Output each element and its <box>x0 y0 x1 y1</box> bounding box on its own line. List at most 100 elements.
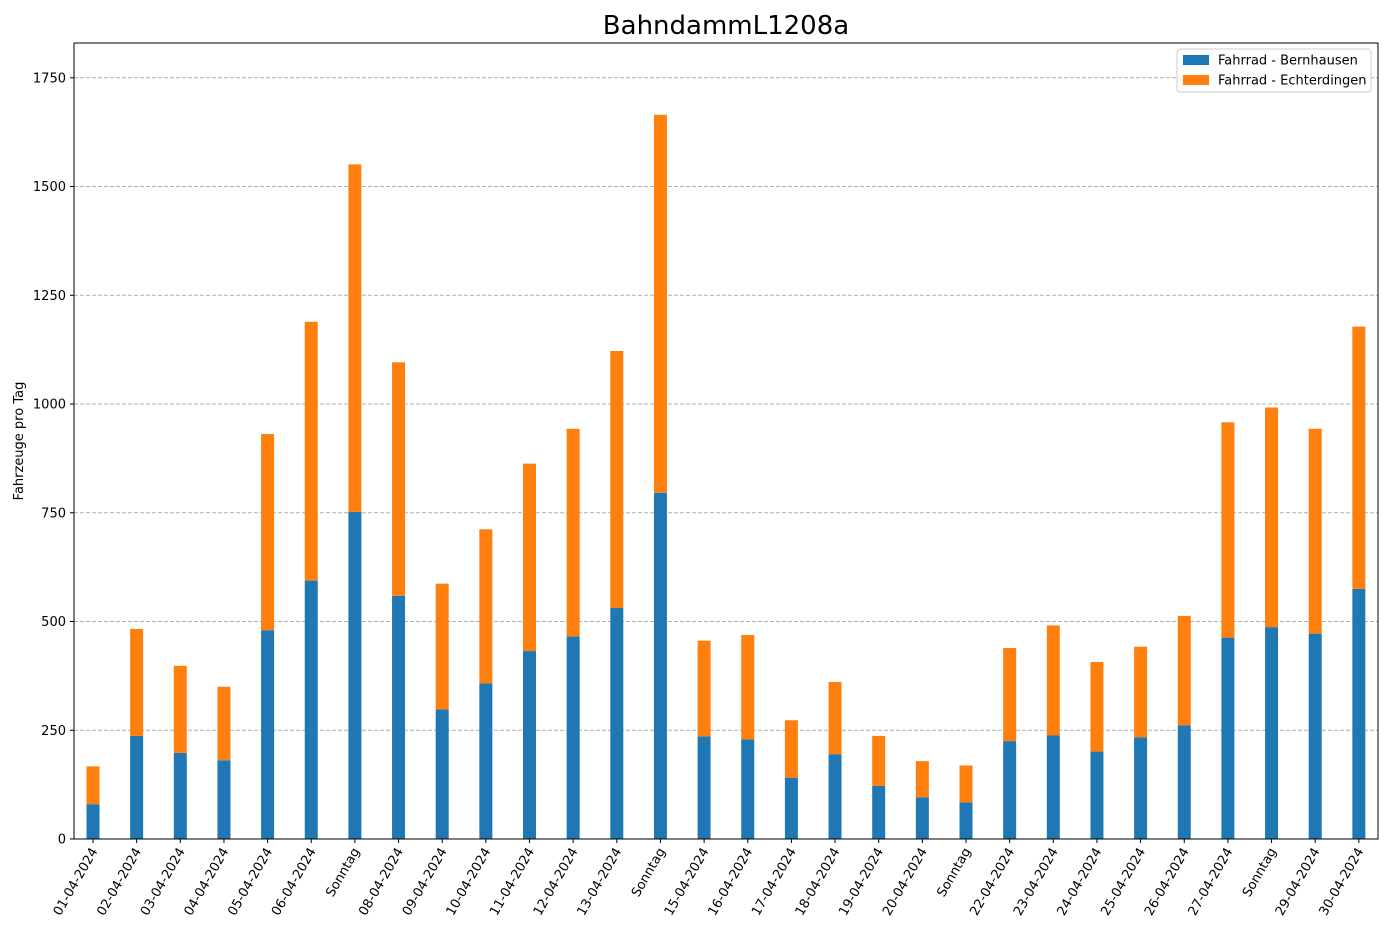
x-tick-label: 10-04-2024 <box>444 846 495 919</box>
bar-bernhausen <box>304 580 318 839</box>
y-tick-label: 250 <box>41 724 66 739</box>
x-tick-label: Sonntag <box>629 846 669 900</box>
x-tick-label: 30-04-2024 <box>1317 846 1368 919</box>
bar-echterdingen <box>610 350 624 609</box>
legend-box <box>1176 48 1372 93</box>
bar-bernhausen <box>1265 627 1279 839</box>
bar-bernhausen <box>610 608 624 839</box>
y-tick-label: 1750 <box>33 71 66 86</box>
bar-echterdingen <box>697 640 711 737</box>
bar-echterdingen <box>348 164 362 512</box>
x-tick-label: 19-04-2024 <box>836 846 887 919</box>
bar-echterdingen <box>653 114 667 493</box>
bar-echterdingen <box>1265 407 1279 628</box>
bar-bernhausen <box>435 709 449 839</box>
x-tick-label: Sonntag <box>934 846 974 900</box>
bar-echterdingen <box>523 463 536 652</box>
bar-bernhausen <box>741 739 755 839</box>
bar-echterdingen <box>828 681 842 755</box>
bar-echterdingen <box>1177 615 1191 726</box>
bar-bernhausen <box>86 804 100 839</box>
x-tick-label: 20-04-2024 <box>880 846 931 919</box>
bar-bernhausen <box>1308 633 1322 839</box>
x-tick-label: 09-04-2024 <box>400 846 451 919</box>
bar-echterdingen <box>1090 661 1104 752</box>
bar-bernhausen <box>1352 588 1366 839</box>
bar-bernhausen <box>1046 735 1060 839</box>
bar-echterdingen <box>1352 326 1366 589</box>
x-tick-label: 18-04-2024 <box>793 846 844 919</box>
bar-echterdingen <box>959 765 973 803</box>
x-tick-label: 02-04-2024 <box>94 846 145 919</box>
x-tick-label: 11-04-2024 <box>487 846 538 919</box>
bar-bernhausen <box>653 492 667 839</box>
x-tick-label: 15-04-2024 <box>662 846 713 919</box>
y-tick-label: 750 <box>41 506 66 521</box>
x-tick-label: Sonntag <box>323 846 363 900</box>
bar-bernhausen <box>1177 725 1191 839</box>
bar-bernhausen <box>1003 741 1017 839</box>
axes <box>73 42 1379 840</box>
plot-frame <box>73 42 1379 840</box>
bar-bernhausen <box>1090 751 1104 839</box>
legend-swatch <box>1183 75 1209 85</box>
x-tick-label: 05-04-2024 <box>225 846 276 919</box>
legend-label: Fahrrad - Echterdingen <box>1218 74 1367 89</box>
x-tick-label: Sonntag <box>1240 846 1280 900</box>
x-tick-label: 25-04-2024 <box>1098 846 1149 919</box>
x-tick-label: 29-04-2024 <box>1273 846 1324 919</box>
bar-bernhausen <box>261 630 275 839</box>
bar-echterdingen <box>217 686 231 761</box>
bar-bernhausen <box>959 802 973 839</box>
bar-echterdingen <box>1003 648 1017 742</box>
bar-echterdingen <box>1134 646 1148 738</box>
bar-echterdingen <box>86 766 100 805</box>
bar-bernhausen <box>392 595 406 839</box>
bar-bernhausen <box>217 760 231 839</box>
bar-bernhausen <box>1134 737 1148 839</box>
bar-echterdingen <box>1308 428 1322 634</box>
grid-lines <box>74 77 1378 731</box>
x-tick-label: 08-04-2024 <box>356 846 407 919</box>
y-tick-label: 1250 <box>33 289 66 304</box>
chart-title: BahndammL1208a <box>603 11 849 41</box>
bar-echterdingen <box>392 362 406 596</box>
x-tick-label: 01-04-2024 <box>51 846 102 919</box>
x-tick-label: 16-04-2024 <box>705 846 756 919</box>
bar-bernhausen <box>173 752 187 839</box>
x-tick-label: 24-04-2024 <box>1055 846 1106 919</box>
legend-label: Fahrrad - Bernhausen <box>1218 54 1358 69</box>
bar-echterdingen <box>784 720 798 778</box>
bar-bernhausen <box>1221 637 1235 839</box>
y-axis-label: Fahrzeuge pro Tag <box>12 382 27 501</box>
y-tick-label: 1500 <box>33 180 66 195</box>
bar-echterdingen <box>130 628 144 736</box>
y-tick-label: 0 <box>58 833 66 848</box>
y-tick-label: 500 <box>41 615 66 630</box>
bars <box>86 114 1366 839</box>
bar-echterdingen <box>566 428 580 637</box>
bar-echterdingen <box>1046 625 1060 736</box>
bar-bernhausen <box>348 511 362 839</box>
x-tick-label: 03-04-2024 <box>138 846 189 919</box>
bar-echterdingen <box>1221 422 1235 638</box>
bar-bernhausen <box>130 735 144 839</box>
bar-bernhausen <box>523 651 536 839</box>
bar-echterdingen <box>261 434 275 631</box>
bar-bernhausen <box>915 797 929 839</box>
x-tick-label: 26-04-2024 <box>1142 846 1193 919</box>
y-tick-label: 1000 <box>33 398 66 413</box>
x-tick-label: 23-04-2024 <box>1011 846 1062 919</box>
bar-echterdingen <box>173 665 187 753</box>
bar-bernhausen <box>872 785 886 839</box>
bar-bernhausen <box>828 754 842 839</box>
bar-bernhausen <box>566 636 580 839</box>
x-tick-label: 22-04-2024 <box>967 846 1018 919</box>
bar-echterdingen <box>304 321 318 581</box>
x-tick-label: 04-04-2024 <box>182 846 233 919</box>
x-tick-label: 27-04-2024 <box>1186 846 1237 919</box>
bar-echterdingen <box>872 735 886 786</box>
bar-bernhausen <box>479 683 493 839</box>
bar-bernhausen <box>697 736 711 839</box>
